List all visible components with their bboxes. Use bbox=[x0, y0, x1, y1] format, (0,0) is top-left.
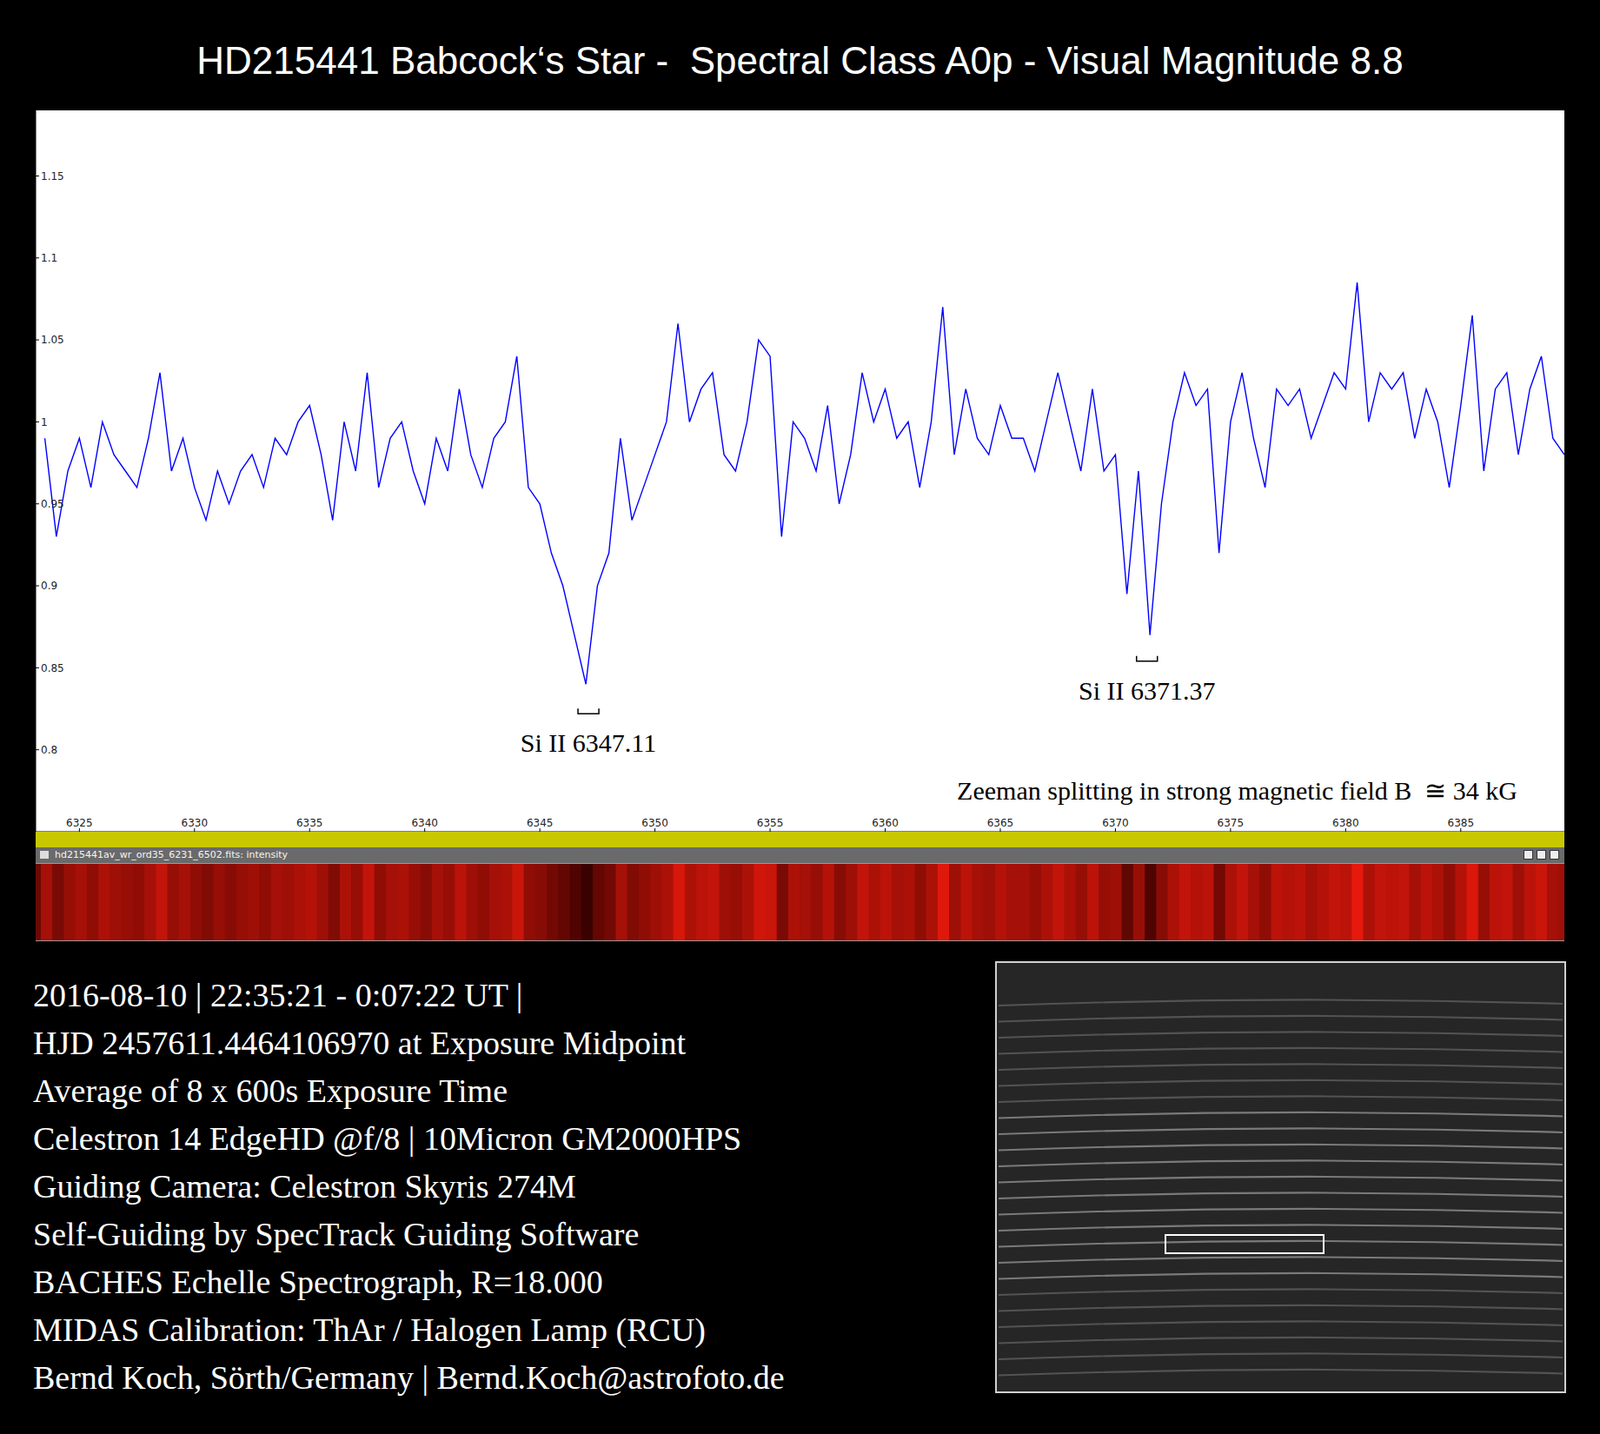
svg-text:6330: 6330 bbox=[181, 816, 209, 830]
svg-text:6360: 6360 bbox=[871, 816, 899, 830]
svg-text:6375: 6375 bbox=[1217, 816, 1245, 830]
html-text:2016-08-10 | 22:35:21 - 0:07:2: 2016-08-10 | 22:35:21 - 0:07:22 UT | bbox=[33, 976, 523, 1014]
svg-text:1.1: 1.1 bbox=[40, 252, 58, 265]
svg-text:Si II 6347.11: Si II 6347.11 bbox=[520, 728, 657, 757]
svg-text:0.85: 0.85 bbox=[40, 662, 65, 675]
svg-text:0.8: 0.8 bbox=[40, 743, 58, 757]
svg-text:Si II 6371.37: Si II 6371.37 bbox=[1078, 676, 1216, 705]
html-text:Zeeman splitting in strong mag: Zeeman splitting in strong magnetic fiel… bbox=[956, 776, 1518, 805]
html-text:Bernd Koch, Sörth/Germany | Be: Bernd Koch, Sörth/Germany | Bernd.Koch@a… bbox=[33, 1359, 785, 1396]
svg-text:6335: 6335 bbox=[296, 816, 324, 830]
html-text:Average of 8 x 600s Exposure T: Average of 8 x 600s Exposure Time bbox=[33, 1072, 508, 1109]
svg-text:1.15: 1.15 bbox=[40, 170, 65, 183]
svg-text:6325: 6325 bbox=[66, 816, 93, 830]
html-text:Celestron 14 EdgeHD @f/8 | 10M: Celestron 14 EdgeHD @f/8 | 10Micron GM20… bbox=[33, 1120, 742, 1157]
svg-text:6365: 6365 bbox=[987, 816, 1015, 830]
html-text:Self-Guiding by SpecTrack Guid: Self-Guiding by SpecTrack Guiding Softwa… bbox=[33, 1215, 640, 1253]
svg-text:6355: 6355 bbox=[756, 816, 784, 830]
html-text:Guiding Camera: Celestron Skyr: Guiding Camera: Celestron Skyris 274M bbox=[33, 1168, 577, 1205]
svg-text:0.9: 0.9 bbox=[40, 579, 58, 592]
svg-text:6385: 6385 bbox=[1447, 816, 1475, 830]
html-text:HJD 2457611.4464106970 at Expo: HJD 2457611.4464106970 at Exposure Midpo… bbox=[33, 1024, 686, 1062]
svg-text:6380: 6380 bbox=[1332, 816, 1360, 830]
svg-text:1.05: 1.05 bbox=[40, 333, 65, 346]
html-text:HD215441 Babcock‘s Star - Spec: HD215441 Babcock‘s Star - Spectral Class… bbox=[196, 39, 1404, 82]
svg-text:6345: 6345 bbox=[526, 816, 554, 830]
html-text:MIDAS Calibration: ThAr / Halo: MIDAS Calibration: ThAr / Halogen Lamp (… bbox=[33, 1311, 706, 1348]
html-text:BACHES Echelle Spectrograph, R: BACHES Echelle Spectrograph, R=18.000 bbox=[33, 1263, 603, 1301]
svg-text:0.95: 0.95 bbox=[40, 497, 65, 511]
svg-text:6370: 6370 bbox=[1102, 816, 1129, 830]
svg-text:6340: 6340 bbox=[411, 816, 439, 830]
svg-text:1: 1 bbox=[40, 416, 48, 429]
svg-text:6350: 6350 bbox=[641, 816, 669, 830]
html-text:hd215441av_wr_ord35_6231_6502.: hd215441av_wr_ord35_6231_6502.fits: inte… bbox=[54, 849, 288, 861]
